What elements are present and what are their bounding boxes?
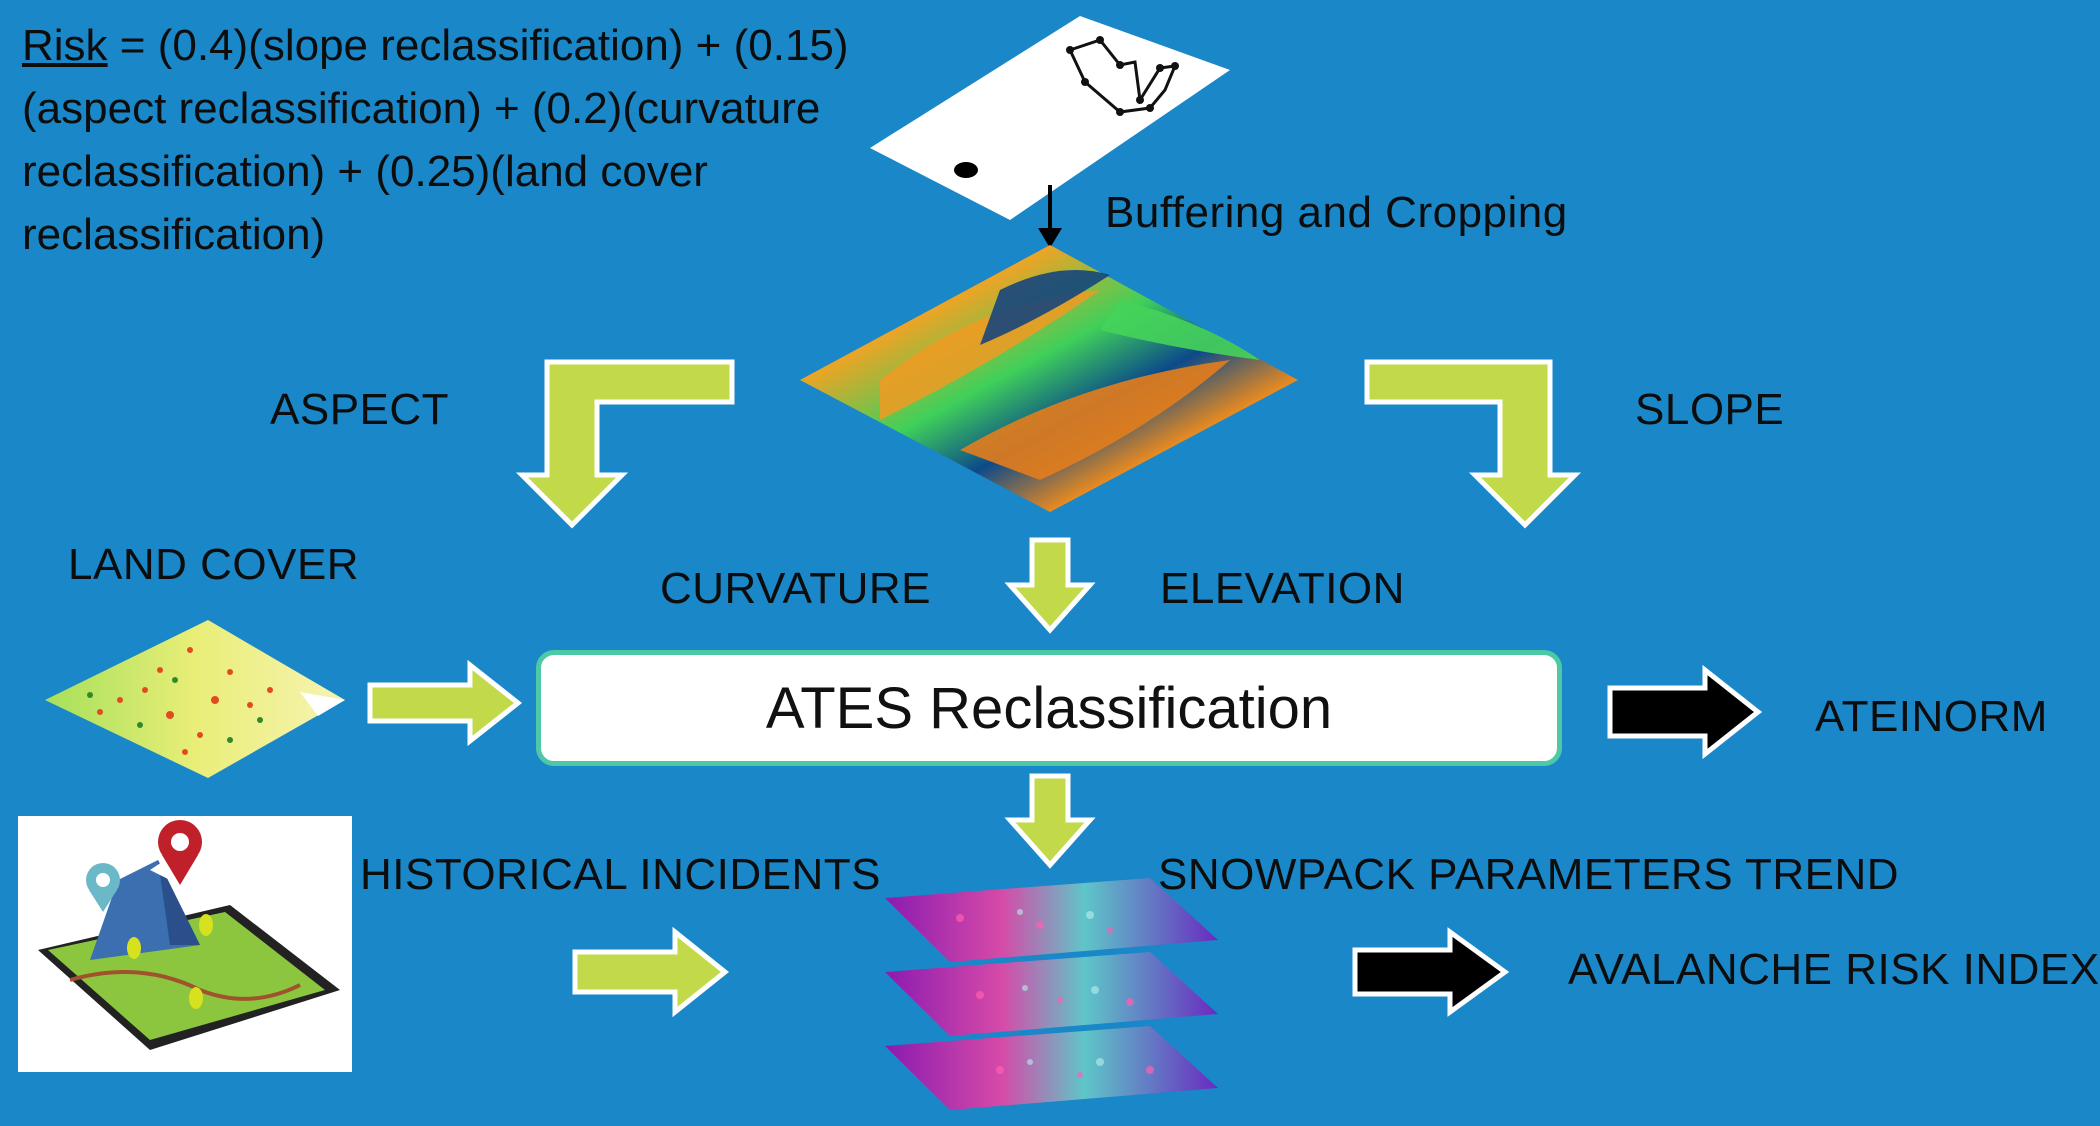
- slope-label: SLOPE: [1635, 385, 1785, 434]
- dem-terrain-map: [800, 245, 1298, 512]
- ates-reclassification-box: ATES Reclassification: [536, 650, 1562, 766]
- land-cover-map: [45, 620, 345, 778]
- avalanche-index-label: AVALANCHE RISK INDEX: [1568, 945, 2100, 994]
- incidents-image: [18, 816, 352, 1072]
- aspect-label: ASPECT: [270, 385, 450, 434]
- land-cover-arrow: [367, 659, 523, 747]
- snowpack-trend-label: SNOWPACK PARAMETERS TREND: [1158, 850, 1900, 899]
- risk-expression: = (0.4)(slope reclassification) + (0.15)…: [22, 21, 849, 259]
- ateinorm-label: ATEINORM: [1815, 692, 2048, 741]
- snowpack-down-arrow: [1004, 773, 1096, 869]
- snowpack-layers: [885, 878, 1218, 1110]
- ates-reclassification-label: ATES Reclassification: [765, 675, 1333, 741]
- historical-incidents-label: HISTORICAL INCIDENTS: [360, 850, 881, 899]
- map-pin-blue-icon: [86, 863, 120, 912]
- buffering-label: Buffering and Cropping: [1105, 188, 1568, 237]
- ateinorm-arrow: [1607, 664, 1763, 760]
- curvature-label: CURVATURE: [660, 564, 931, 613]
- slope-arrow: [1364, 359, 1582, 529]
- aspect-arrow: [515, 359, 735, 529]
- avalanche-arrow: [1352, 927, 1510, 1017]
- incidents-arrow: [572, 926, 730, 1018]
- polygon-sheet: [870, 16, 1230, 220]
- elevation-arrow: [1004, 537, 1096, 634]
- risk-formula: Risk = (0.4)(slope reclassification) + (…: [22, 14, 922, 266]
- buffer-arrow: [1038, 185, 1062, 248]
- map-pin-red-icon: [158, 820, 202, 885]
- risk-word: Risk: [22, 21, 108, 70]
- elevation-label: ELEVATION: [1160, 564, 1405, 613]
- land-cover-label: LAND COVER: [68, 540, 360, 589]
